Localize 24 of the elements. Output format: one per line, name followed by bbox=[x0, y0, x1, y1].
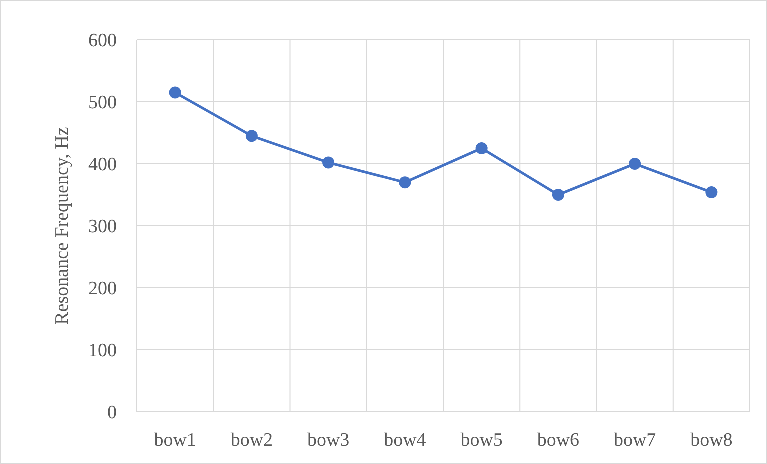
point bbox=[552, 189, 564, 201]
x-tick-label: bow3 bbox=[307, 430, 350, 451]
x-tick-label: bow1 bbox=[154, 430, 196, 451]
x-tick-label: bow2 bbox=[230, 430, 274, 451]
point bbox=[629, 158, 642, 170]
x-tick-label: bow6 bbox=[537, 430, 580, 451]
y-tick-label: 500 bbox=[88, 92, 117, 114]
x-tick-label: bow4 bbox=[384, 430, 427, 451]
y-tick-label: 100 bbox=[88, 340, 117, 362]
point bbox=[322, 156, 335, 169]
y-tick-label: 400 bbox=[88, 154, 117, 176]
y-tick-label: 0 bbox=[108, 402, 117, 424]
point bbox=[476, 142, 488, 154]
point bbox=[399, 176, 412, 189]
y-axis-title: Resonance Frequency, Hz bbox=[52, 127, 73, 325]
y-tick-label: 200 bbox=[88, 278, 117, 300]
x-tick-label: bow8 bbox=[690, 430, 733, 451]
x-tick-label: bow5 bbox=[460, 430, 503, 451]
point bbox=[169, 86, 182, 99]
x-tick-label: bow7 bbox=[614, 430, 656, 451]
point bbox=[706, 186, 718, 199]
y-tick-label: 600 bbox=[88, 30, 117, 52]
y-tick-label: 300 bbox=[88, 216, 117, 238]
point bbox=[246, 130, 258, 142]
